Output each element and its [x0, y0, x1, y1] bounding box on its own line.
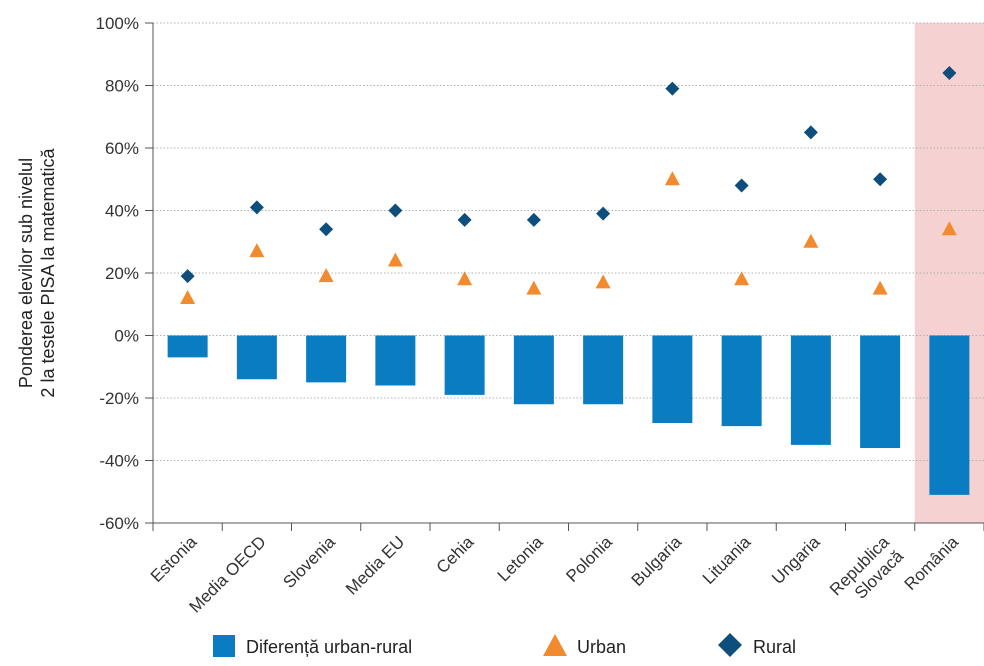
y-tick-label: -60% [99, 514, 139, 533]
legend: Diferență urban-rural Urban Rural [213, 633, 796, 657]
legend-label-rural: Rural [753, 637, 796, 657]
marker-urban [387, 252, 403, 267]
x-tick-label: Cehia [433, 532, 478, 577]
y-axis-title: Ponderea elevilor sub nivelul 2 la testel… [16, 147, 58, 397]
legend-swatch-difference [213, 635, 235, 657]
x-tick-label: Bulgaria [628, 532, 686, 590]
marker-urban [872, 280, 888, 295]
y-tick-label: -20% [99, 389, 139, 408]
marker-rural [873, 172, 888, 187]
marker-urban [526, 280, 542, 295]
marker-urban [249, 243, 265, 258]
marker-rural [388, 203, 403, 218]
axes [145, 22, 984, 531]
y-tick-label: 100% [96, 14, 139, 33]
legend-swatch-urban [543, 634, 567, 656]
x-tick-label: România [901, 532, 963, 594]
marker-urban [318, 268, 334, 283]
legend-label-difference: Diferență urban-rural [246, 637, 412, 657]
marker-rural [596, 206, 611, 221]
marker-rural [665, 81, 680, 96]
marker-urban [803, 233, 819, 248]
marker-rural [942, 66, 957, 80]
x-tick-label: Media EU [342, 532, 408, 598]
bar-difference [583, 335, 624, 405]
marker-urban [941, 221, 957, 236]
y-tick-label: 80% [105, 77, 139, 96]
bar-difference [236, 335, 277, 380]
y-tick-labels: 100% 80% 60% 40% 20% 0% -20% -40% -60% [96, 14, 139, 533]
marker-rural [180, 269, 195, 284]
x-tick-label: Lituania [699, 532, 755, 588]
marker-rural [803, 125, 818, 140]
bars-group [167, 335, 970, 495]
bar-difference [929, 335, 970, 495]
legend-swatch-rural [718, 633, 742, 657]
marker-urban [734, 271, 750, 286]
x-tick-label: Polonia [562, 532, 616, 586]
bar-difference [513, 335, 554, 405]
marker-rural [319, 222, 334, 237]
marker-rural [526, 212, 541, 227]
marker-rural [249, 200, 264, 215]
y-tick-label: 0% [114, 327, 139, 346]
marker-rural [457, 212, 472, 227]
markers-group [180, 66, 957, 304]
x-tick-label: Letonia [494, 532, 547, 585]
bar-difference [306, 335, 347, 383]
bar-difference [167, 335, 208, 358]
bar-difference [375, 335, 416, 386]
bar-difference [444, 335, 485, 395]
gridlines [153, 22, 984, 461]
bar-difference [790, 335, 831, 445]
bar-difference [721, 335, 762, 427]
bar-difference [860, 335, 901, 448]
y-tick-label: 60% [105, 139, 139, 158]
y-tick-label: 40% [105, 202, 139, 221]
bar-difference [652, 335, 693, 423]
marker-urban [595, 274, 611, 289]
x-tick-label: Ungaria [768, 532, 824, 588]
x-tick-label: Slovenia [279, 532, 339, 592]
x-tick-label: RepublicaSlovacă [826, 532, 907, 613]
y-tick-label: -40% [99, 452, 139, 471]
legend-label-urban: Urban [577, 637, 626, 657]
marker-rural [734, 178, 749, 193]
marker-urban [664, 171, 680, 186]
x-tick-label: Estonia [147, 532, 201, 586]
y-tick-label: 20% [105, 264, 139, 283]
marker-urban [180, 290, 196, 304]
marker-urban [457, 271, 473, 286]
